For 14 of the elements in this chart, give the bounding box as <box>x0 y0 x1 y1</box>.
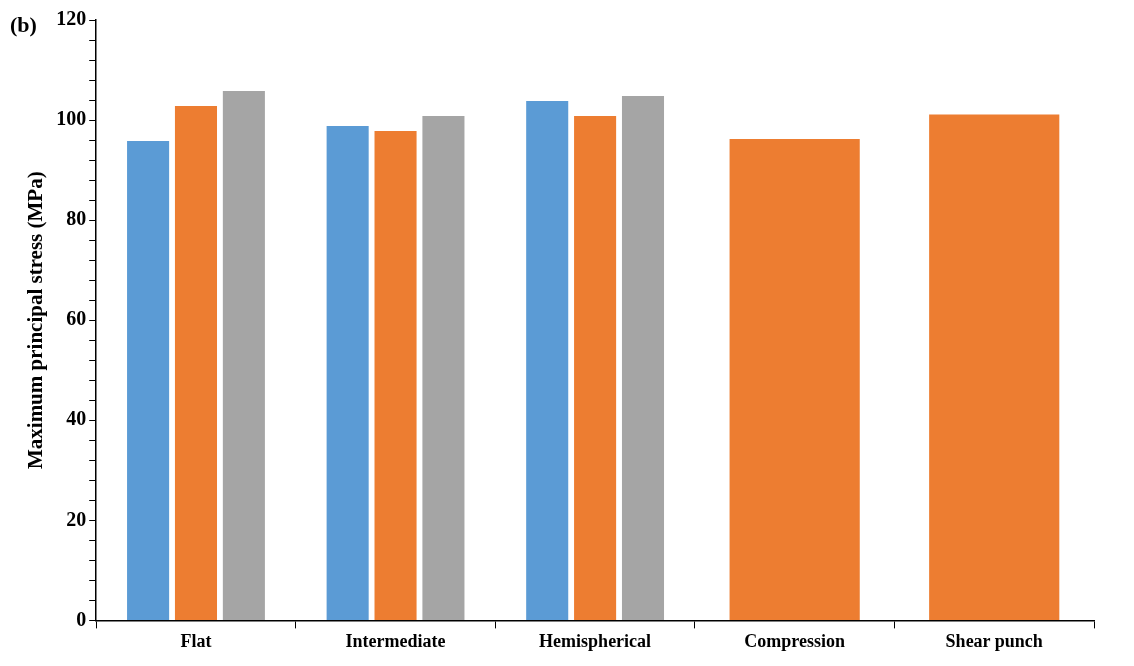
x-tick-label: Flat <box>180 630 212 651</box>
y-tick-label: 0 <box>76 607 87 630</box>
text: (b) <box>10 12 37 38</box>
y-tick-label: 100 <box>56 107 87 130</box>
y-tick-label: 60 <box>66 307 87 330</box>
y-axis-title: Maximum principal stress (MPa) <box>23 171 48 470</box>
x-tick-label: Hemispherical <box>539 630 652 651</box>
y-tick-label: 80 <box>66 207 87 230</box>
y-tick-label: 120 <box>56 7 87 30</box>
x-tick-label: Compression <box>744 630 845 651</box>
y-tick-label: 20 <box>66 507 87 530</box>
y-tick-label: 40 <box>66 407 87 430</box>
x-tick-label: Shear punch <box>945 630 1043 651</box>
x-tick-label: Intermediate <box>345 630 446 651</box>
